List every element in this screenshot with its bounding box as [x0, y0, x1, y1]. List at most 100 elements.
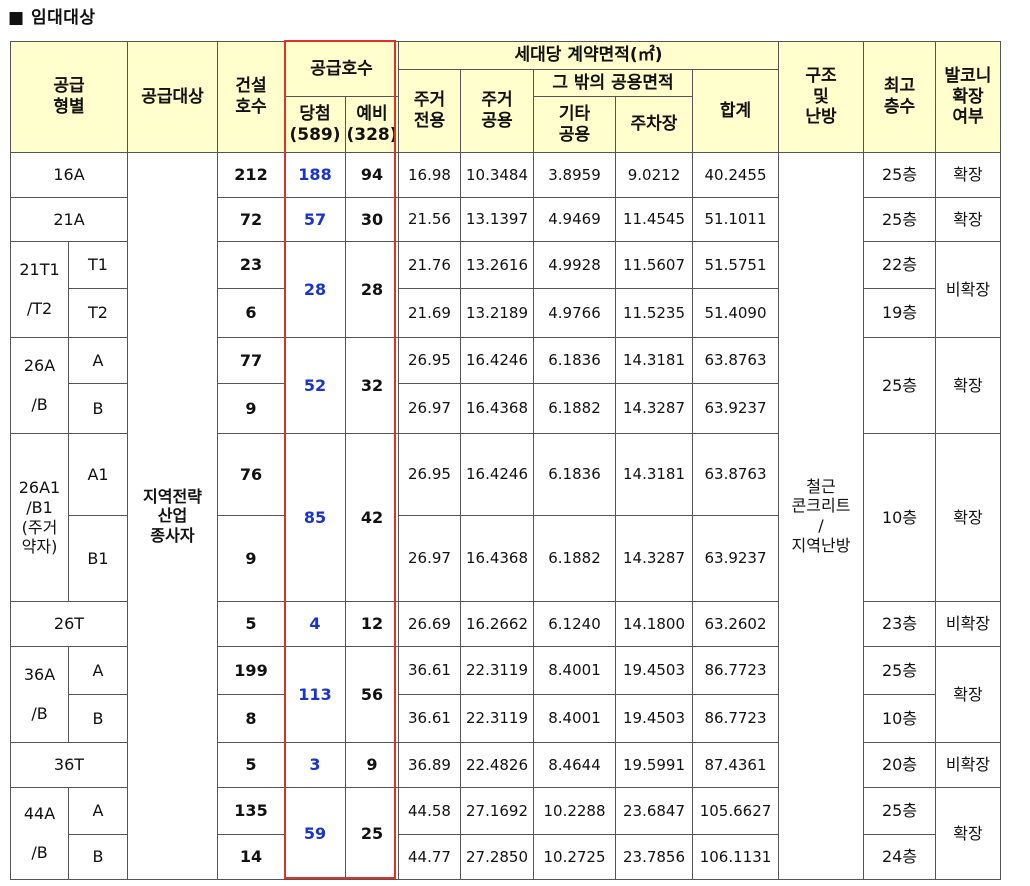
- subtype-cell: A: [68, 787, 128, 835]
- built-cell: 8: [217, 694, 285, 743]
- reserve-cell: 42: [345, 433, 399, 602]
- table-row: T2 6 21.69 13.2189 4.9766 11.5235 51.409…: [11, 288, 1001, 338]
- subtype-cell: B: [68, 694, 128, 743]
- header-max-floors: 최고 층수: [863, 41, 936, 153]
- total-cell: 51.5751: [692, 241, 779, 289]
- rc-cell: 16.4246: [460, 433, 534, 516]
- park-cell: 11.5607: [615, 241, 693, 289]
- winner-cell: 59: [284, 787, 346, 880]
- header-supply-type: 공급 형별: [10, 41, 128, 153]
- etc-cell: 10.2288: [533, 787, 616, 835]
- etc-cell: 6.1240: [533, 601, 616, 647]
- header-supply-target: 공급대상: [127, 41, 218, 153]
- floors-cell: 25층: [863, 197, 936, 242]
- subtype-cell: B: [68, 383, 128, 434]
- header-other-common: 그 밖의 공용면적: [533, 69, 693, 97]
- built-cell: 9: [217, 383, 285, 434]
- floors-cell: 10층: [863, 433, 936, 602]
- excl-cell: 44.58: [398, 787, 461, 835]
- built-cell: 6: [217, 288, 285, 338]
- park-cell: 14.3181: [615, 433, 693, 516]
- park-cell: 14.1800: [615, 601, 693, 647]
- rental-target-table: 공급 형별 공급대상 건설 호수 공급호수 세대당 계약면적(㎡) 구조 및 난방 최고…: [10, 41, 1001, 880]
- subtype-cell: A1: [68, 433, 128, 516]
- reserve-cell: 12: [345, 601, 399, 647]
- excl-cell: 36.89: [398, 742, 461, 788]
- header-parking: 주차장: [615, 96, 693, 153]
- rc-cell: 16.4368: [460, 515, 534, 602]
- table-row: 26A/B A 77 52 32 26.95 16.4246 6.1836 14…: [10, 337, 1001, 434]
- total-cell: 87.4361: [692, 742, 779, 788]
- total-cell: 51.1011: [692, 197, 779, 242]
- structure-cell: 철근 콘크리트 / 지역난방: [778, 152, 864, 880]
- floors-cell: 25층: [863, 152, 936, 198]
- section-heading: ■ 임대대상: [8, 8, 96, 28]
- type-cell: 16A: [10, 152, 128, 198]
- built-cell: 199: [217, 646, 285, 695]
- excl-cell: 21.69: [398, 288, 461, 338]
- table-row: 44A/B A 135 59 25 44.58 27.1692 10.2288 …: [10, 787, 1001, 880]
- excl-cell: 36.61: [398, 646, 461, 695]
- balcony-cell: 확장: [935, 646, 1001, 743]
- total-cell: 86.7723: [692, 646, 779, 695]
- excl-cell: 26.97: [398, 515, 461, 602]
- group-type-cell: 26A1/B1 (주거 약자): [10, 433, 69, 602]
- excl-cell: 26.97: [398, 383, 461, 434]
- header-residential-common: 주거 공용: [460, 69, 534, 153]
- built-cell: 77: [217, 337, 285, 384]
- park-cell: 9.0212: [615, 152, 693, 198]
- total-cell: 86.7723: [692, 694, 779, 743]
- table-row: 21T1/T2 T1 23 28 28 21.76 13.2616 4.9928…: [10, 241, 1001, 338]
- total-cell: 63.2602: [692, 601, 779, 647]
- etc-cell: 8.4644: [533, 742, 616, 788]
- balcony-cell: 확장: [935, 337, 1001, 434]
- park-cell: 11.4545: [615, 197, 693, 242]
- total-cell: 63.8763: [692, 337, 779, 384]
- total-cell: 40.2455: [692, 152, 779, 198]
- rc-cell: 22.4826: [460, 742, 534, 788]
- total-cell: 63.8763: [692, 433, 779, 516]
- subtype-cell: T2: [68, 288, 128, 338]
- reserve-cell: 9: [345, 742, 399, 788]
- built-cell: 9: [217, 515, 285, 602]
- balcony-cell: 확장: [935, 197, 1001, 242]
- winner-cell: 28: [284, 241, 346, 338]
- total-cell: 63.9237: [692, 515, 779, 602]
- group-type-cell: 26A/B: [10, 337, 69, 434]
- total-cell: 63.9237: [692, 383, 779, 434]
- park-cell: 19.4503: [615, 694, 693, 743]
- etc-cell: 6.1882: [533, 515, 616, 602]
- table-row: 21A 72 57 30 21.56 13.1397 4.9469 11.454…: [10, 197, 1001, 242]
- built-cell: 135: [217, 787, 285, 835]
- park-cell: 23.6847: [615, 787, 693, 835]
- built-cell: 14: [217, 834, 285, 880]
- rc-cell: 16.4246: [460, 337, 534, 384]
- winner-cell: 113: [284, 646, 346, 743]
- excl-cell: 21.76: [398, 241, 461, 289]
- winner-cell: 52: [284, 337, 346, 434]
- park-cell: 14.3181: [615, 337, 693, 384]
- floors-cell: 25층: [863, 337, 936, 434]
- balcony-cell: 비확장: [935, 742, 1001, 788]
- rc-cell: 13.1397: [460, 197, 534, 242]
- total-cell: 105.6627: [692, 787, 779, 835]
- supply-target-cell: 지역전략 산업 종사자: [127, 152, 218, 880]
- floors-cell: 24층: [863, 834, 936, 880]
- subtype-cell: B1: [68, 515, 128, 602]
- table-row: 26A1/B1 (주거 약자) A1 76 85 42 26.95 16.4246 …: [10, 433, 1001, 602]
- total-cell: 51.4090: [692, 288, 779, 338]
- rc-cell: 27.1692: [460, 787, 534, 835]
- excl-cell: 26.69: [398, 601, 461, 647]
- park-cell: 19.4503: [615, 646, 693, 695]
- subtype-cell: B: [68, 834, 128, 880]
- etc-cell: 8.4001: [533, 646, 616, 695]
- header-reserve: 예비 (328): [345, 96, 399, 153]
- balcony-cell: 확장: [935, 787, 1001, 880]
- rc-cell: 22.3119: [460, 694, 534, 743]
- park-cell: 14.3287: [615, 515, 693, 602]
- floors-cell: 10층: [863, 694, 936, 743]
- park-cell: 11.5235: [615, 288, 693, 338]
- excl-cell: 16.98: [398, 152, 461, 198]
- floors-cell: 25층: [863, 646, 936, 695]
- rc-cell: 22.3119: [460, 646, 534, 695]
